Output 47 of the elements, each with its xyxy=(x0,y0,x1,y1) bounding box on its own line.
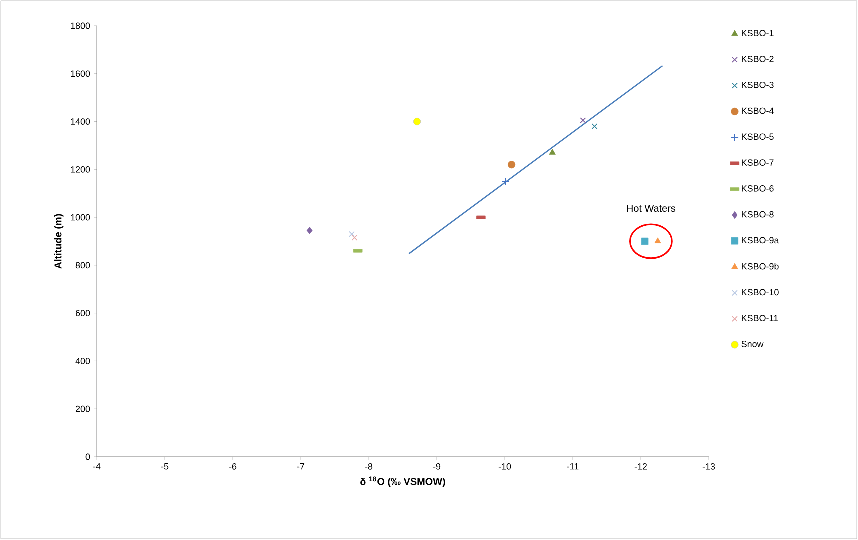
x-axis-title: δ $^{18}$O (‰ VSMOW) xyxy=(360,476,446,488)
legend-label: KSBO-7 xyxy=(742,160,774,166)
point xyxy=(413,118,422,126)
legend-label: KSBO-8 xyxy=(742,211,774,218)
x-tick-label: -7 xyxy=(297,463,305,470)
x-tick-label: -6 xyxy=(229,463,237,470)
x-tick-label: -9 xyxy=(433,463,441,470)
point xyxy=(580,118,586,124)
legend-label: Snow xyxy=(742,341,764,348)
legend-label: KSBO-5 xyxy=(742,134,774,140)
y-axis-title: Altitude (m) xyxy=(54,214,64,269)
y-tick-label: 1000 xyxy=(71,214,90,221)
y-tick-label: 1200 xyxy=(71,166,90,173)
y-tick-label: 1800 xyxy=(71,22,90,30)
legend-label: KSBO-2 xyxy=(742,56,774,62)
point xyxy=(549,149,556,155)
point xyxy=(654,238,662,244)
point xyxy=(592,124,598,130)
x-tick-label: -8 xyxy=(365,463,373,470)
x-tick-label: -12 xyxy=(634,463,648,470)
legend-label: KSBO-9a xyxy=(742,237,780,244)
legend-label: KSBO-11 xyxy=(742,315,778,322)
x-tick-label: -4 xyxy=(93,463,101,470)
y-tick-label: 0 xyxy=(86,454,90,460)
point xyxy=(306,226,313,234)
legend-label: KSBO-6 xyxy=(742,185,774,192)
y-tick-label: 600 xyxy=(76,310,90,316)
legend-label: KSBO-3 xyxy=(742,82,774,88)
legend-label: KSBO-4 xyxy=(742,108,774,114)
point xyxy=(502,178,510,186)
x-tick-label: -5 xyxy=(161,463,169,470)
y-tick-label: 400 xyxy=(76,358,90,364)
point xyxy=(349,231,355,238)
x-tick-label: -13 xyxy=(702,463,716,470)
point xyxy=(641,238,649,246)
y-tick-label: 1600 xyxy=(71,70,90,78)
legend-label: KSBO-10 xyxy=(742,289,779,296)
legend-label: KSBO-9b xyxy=(742,263,779,270)
point xyxy=(352,234,358,241)
y-tick-label: 1400 xyxy=(71,118,90,125)
annotation: Hot Waters xyxy=(627,205,676,212)
point xyxy=(508,161,516,169)
legend-label: KSBO-1 xyxy=(742,30,774,37)
x-tick-label: -11 xyxy=(567,463,579,470)
x-tick-label: -10 xyxy=(498,463,512,470)
y-tick-label: 800 xyxy=(76,262,90,269)
y-tick-label: 200 xyxy=(76,406,90,412)
